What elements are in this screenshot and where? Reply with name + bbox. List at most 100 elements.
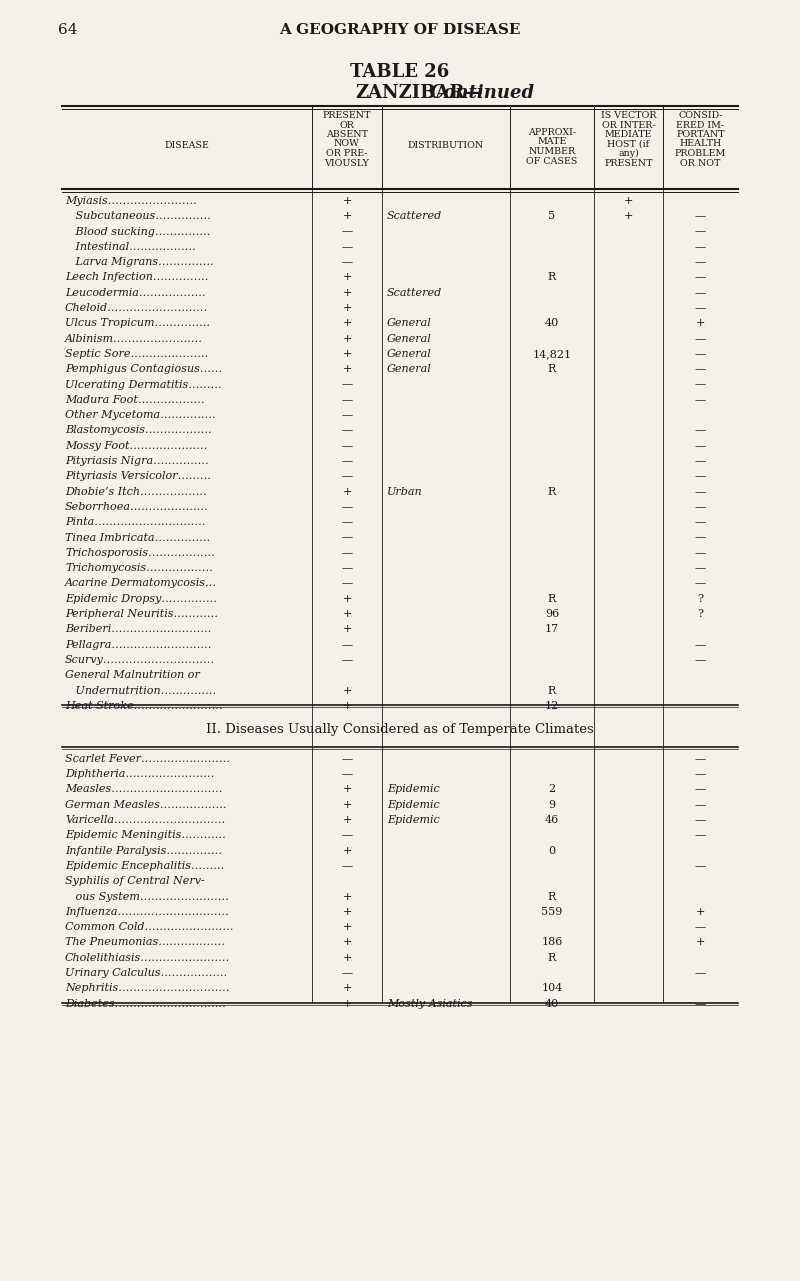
Text: Pityriasis Nigra……………: Pityriasis Nigra…………… [65, 456, 209, 466]
Text: Infantile Paralysis……………: Infantile Paralysis…………… [65, 845, 222, 856]
Text: Undernutrition……………: Undernutrition…………… [65, 685, 216, 696]
Text: —: — [342, 830, 353, 840]
Text: —: — [695, 548, 706, 559]
Text: —: — [342, 518, 353, 528]
Text: Epidemic Dropsy……………: Epidemic Dropsy…………… [65, 594, 217, 603]
Text: Ulcerating Dermatitis………: Ulcerating Dermatitis……… [65, 379, 222, 389]
Text: +: + [342, 892, 352, 902]
Text: PROBLEM: PROBLEM [675, 149, 726, 158]
Text: —: — [342, 410, 353, 420]
Text: —: — [695, 395, 706, 405]
Text: Pellagra………………………: Pellagra……………………… [65, 639, 211, 649]
Text: +: + [342, 624, 352, 634]
Text: —: — [695, 333, 706, 343]
Text: —: — [695, 579, 706, 588]
Text: —: — [695, 456, 706, 466]
Text: —: — [695, 999, 706, 1008]
Text: Diphtheria……………………: Diphtheria…………………… [65, 769, 214, 779]
Text: IS VECTOR: IS VECTOR [601, 111, 656, 120]
Text: II. Diseases Usually Considered as of Temperate Climates: II. Diseases Usually Considered as of Te… [206, 722, 594, 735]
Text: Seborrhoea…………………: Seborrhoea………………… [65, 502, 209, 512]
Text: 40: 40 [545, 999, 559, 1008]
Text: Urinary Calculus………………: Urinary Calculus……………… [65, 968, 227, 979]
Text: —: — [695, 769, 706, 779]
Text: 186: 186 [542, 938, 562, 948]
Text: Scurvy…………………………: Scurvy………………………… [65, 655, 215, 665]
Text: Scattered: Scattered [387, 211, 442, 222]
Text: —: — [695, 379, 706, 389]
Text: +: + [342, 273, 352, 283]
Text: A GEOGRAPHY OF DISEASE: A GEOGRAPHY OF DISEASE [279, 23, 521, 37]
Text: +: + [342, 922, 352, 933]
Text: +: + [342, 953, 352, 963]
Text: Beriberi………………………: Beriberi……………………… [65, 624, 211, 634]
Text: Epidemic Meningitis…………: Epidemic Meningitis………… [65, 830, 226, 840]
Text: —: — [695, 288, 706, 297]
Text: —: — [342, 471, 353, 482]
Text: —: — [342, 456, 353, 466]
Text: PORTANT: PORTANT [676, 129, 725, 140]
Text: Leech Infection……………: Leech Infection…………… [65, 273, 209, 283]
Text: The Pneumonias………………: The Pneumonias……………… [65, 938, 225, 948]
Text: 5: 5 [549, 211, 555, 222]
Text: General: General [387, 364, 432, 374]
Text: Influenza…………………………: Influenza………………………… [65, 907, 229, 917]
Text: R: R [548, 273, 556, 283]
Text: +: + [342, 701, 352, 711]
Text: ZANZIBAR—: ZANZIBAR— [355, 85, 482, 102]
Text: Trichosporosis………………: Trichosporosis……………… [65, 548, 215, 559]
Text: —: — [342, 502, 353, 512]
Text: Trichomycosis………………: Trichomycosis……………… [65, 564, 213, 573]
Text: +: + [696, 907, 705, 917]
Text: +: + [342, 211, 352, 222]
Text: —: — [695, 861, 706, 871]
Text: General: General [387, 319, 432, 328]
Text: +: + [342, 487, 352, 497]
Text: CONSID-: CONSID- [678, 111, 722, 120]
Text: R: R [548, 364, 556, 374]
Text: Madura Foot………………: Madura Foot……………… [65, 395, 205, 405]
Text: 9: 9 [549, 799, 555, 810]
Text: —: — [695, 304, 706, 313]
Text: +: + [342, 938, 352, 948]
Text: 14,821: 14,821 [533, 348, 571, 359]
Text: —: — [695, 815, 706, 825]
Text: OR: OR [339, 120, 354, 129]
Text: —: — [342, 441, 353, 451]
Text: 96: 96 [545, 608, 559, 619]
Text: —: — [695, 799, 706, 810]
Text: —: — [695, 784, 706, 794]
Text: VIOUSLY: VIOUSLY [325, 159, 370, 168]
Text: —: — [342, 579, 353, 588]
Text: +: + [342, 815, 352, 825]
Text: R: R [548, 892, 556, 902]
Text: —: — [695, 922, 706, 933]
Text: —: — [695, 502, 706, 512]
Text: PRESENT: PRESENT [322, 111, 371, 120]
Text: +: + [342, 319, 352, 328]
Text: 2: 2 [549, 784, 555, 794]
Text: OF CASES: OF CASES [526, 156, 578, 165]
Text: Measles…………………………: Measles………………………… [65, 784, 222, 794]
Text: —: — [342, 655, 353, 665]
Text: Blastomycosis………………: Blastomycosis……………… [65, 425, 212, 436]
Text: Urban: Urban [387, 487, 422, 497]
Text: +: + [342, 799, 352, 810]
Text: —: — [342, 425, 353, 436]
Text: ERED IM-: ERED IM- [677, 120, 725, 129]
Text: Acarine Dermatomycosis…: Acarine Dermatomycosis… [65, 579, 217, 588]
Text: Mostly Asiatics: Mostly Asiatics [387, 999, 473, 1008]
Text: Nephritis…………………………: Nephritis………………………… [65, 984, 230, 993]
Text: —: — [342, 533, 353, 543]
Text: 104: 104 [542, 984, 562, 993]
Text: ?: ? [698, 608, 703, 619]
Text: Epidemic: Epidemic [387, 799, 440, 810]
Text: 40: 40 [545, 319, 559, 328]
Text: +: + [342, 364, 352, 374]
Text: ?: ? [698, 594, 703, 603]
Text: Blood sucking……………: Blood sucking…………… [65, 227, 210, 237]
Text: General Malnutrition or: General Malnutrition or [65, 670, 200, 680]
Text: NOW: NOW [334, 140, 360, 149]
Text: —: — [695, 968, 706, 979]
Text: +: + [342, 348, 352, 359]
